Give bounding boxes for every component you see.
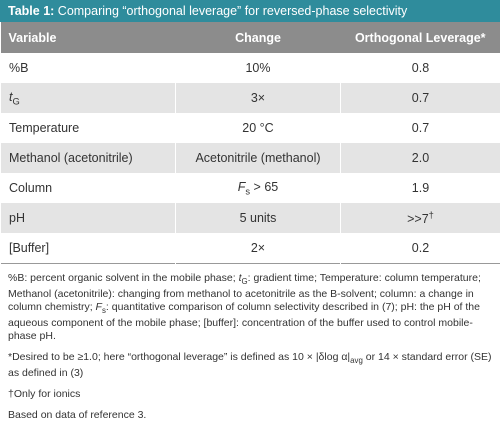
table-cell: 0.7 bbox=[341, 83, 500, 113]
table-cell: 10% bbox=[176, 53, 341, 83]
table-cell: [Buffer] bbox=[1, 233, 176, 264]
table-cell: 0.8 bbox=[341, 53, 500, 83]
table-cell: 0.2 bbox=[341, 233, 500, 264]
cell-text: >>7 bbox=[407, 212, 429, 226]
table-cell: 5 units bbox=[176, 203, 341, 233]
table-cell: tG bbox=[1, 83, 176, 113]
footnote: Based on data of reference 3. bbox=[8, 409, 492, 422]
footnote-text: avg bbox=[350, 356, 363, 365]
title-text: Comparing “orthogonal leverage” for reve… bbox=[54, 4, 407, 18]
cell-text: > 65 bbox=[250, 180, 278, 194]
footnotes: %B: percent organic solvent in the mobil… bbox=[0, 264, 500, 422]
footnote-text: *Desired to be ≥1.0; here “orthogonal le… bbox=[8, 351, 350, 363]
footnote-text: %B: percent organic solvent in the mobil… bbox=[8, 272, 239, 284]
table-cell: Fs > 65 bbox=[176, 173, 341, 203]
footnote: *Desired to be ≥1.0; here “orthogonal le… bbox=[8, 351, 492, 380]
table-cell: 20 °C bbox=[176, 113, 341, 143]
table-cell: Column bbox=[1, 173, 176, 203]
footnote: %B: percent organic solvent in the mobil… bbox=[8, 272, 492, 343]
table-cell: %B bbox=[1, 53, 176, 83]
header-cell: Change bbox=[176, 22, 341, 53]
table-cell: 3× bbox=[176, 83, 341, 113]
table-cell: 2× bbox=[176, 233, 341, 264]
cell-text: † bbox=[429, 210, 434, 220]
table-cell: Acetonitrile (methanol) bbox=[176, 143, 341, 173]
table-cell: >>7† bbox=[341, 203, 500, 233]
table-row: [Buffer]2×0.2 bbox=[1, 233, 500, 264]
title-text: Table 1: bbox=[8, 4, 54, 18]
table-figure: Table 1: Comparing “orthogonal leverage”… bbox=[0, 0, 500, 404]
table-cell: pH bbox=[1, 203, 176, 233]
table-cell: 1.9 bbox=[341, 173, 500, 203]
table-cell: Temperature bbox=[1, 113, 176, 143]
footnote: †Only for ionics bbox=[8, 388, 492, 401]
table-cell: 2.0 bbox=[341, 143, 500, 173]
footnote-text: Based on data of reference 3. bbox=[8, 409, 146, 421]
header-cell: Variable bbox=[1, 22, 176, 53]
footnote-text: †Only for ionics bbox=[8, 388, 80, 400]
title-bar: Table 1: Comparing “orthogonal leverage”… bbox=[0, 0, 500, 22]
table-cell: Methanol (acetonitrile) bbox=[1, 143, 176, 173]
table-row: Methanol (acetonitrile)Acetonitrile (met… bbox=[1, 143, 500, 173]
table-cell: 0.7 bbox=[341, 113, 500, 143]
header-cell: Orthogonal Leverage* bbox=[341, 22, 500, 53]
cell-text: G bbox=[12, 96, 19, 106]
